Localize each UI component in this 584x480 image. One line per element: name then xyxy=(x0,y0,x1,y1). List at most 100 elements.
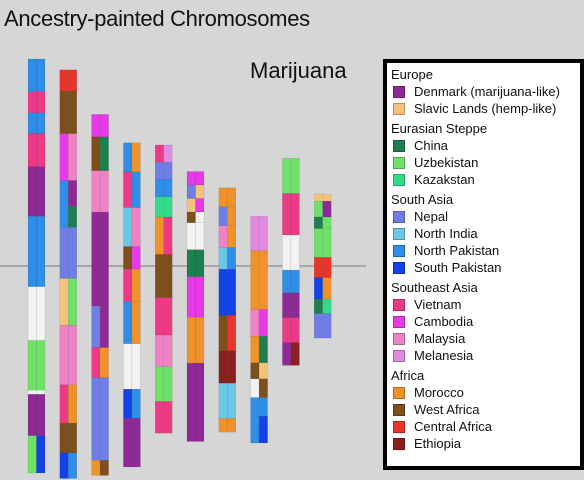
ancestry-segment xyxy=(27,390,37,395)
ancestry-segment xyxy=(131,207,141,247)
ancestry-segment xyxy=(282,342,292,366)
ancestry-segment xyxy=(27,340,37,391)
legend-label: Nepal xyxy=(414,209,448,224)
legend-label: Malaysia xyxy=(414,331,466,346)
legend-label: Slavic Lands (hemp-like) xyxy=(414,101,557,116)
ancestry-segment xyxy=(99,211,109,307)
ancestry-segment xyxy=(218,187,228,208)
ancestry-segment xyxy=(186,198,196,213)
ancestry-segment xyxy=(123,418,133,468)
ancestry-segment xyxy=(68,205,78,228)
ancestry-segment xyxy=(227,269,237,316)
ancestry-segment xyxy=(68,384,78,424)
legend-group-southeast-asia: Southeast Asia Vietnam Cambodia Malaysia Mel… xyxy=(387,279,580,364)
ancestry-segment xyxy=(68,422,78,454)
legend-swatch xyxy=(393,332,405,345)
legend-item: West Africa xyxy=(387,401,580,418)
legend-item: North India xyxy=(387,225,580,242)
legend-item: Central Africa xyxy=(387,418,580,435)
ancestry-segment xyxy=(154,334,164,368)
ancestry-segment xyxy=(290,342,300,366)
ancestry-segment xyxy=(186,317,196,364)
legend-item: Uzbekistan xyxy=(387,154,580,171)
ancestry-segment xyxy=(163,297,173,336)
ancestry-segment xyxy=(227,206,237,227)
ancestry-segment xyxy=(282,234,292,271)
chromosome-9 xyxy=(282,158,300,366)
ancestry-segment xyxy=(131,171,141,208)
ancestry-segment xyxy=(131,388,141,419)
ancestry-segment xyxy=(131,246,141,270)
legend-label: Ethiopia xyxy=(414,436,461,451)
ancestry-segment xyxy=(250,309,260,337)
ancestry-segment xyxy=(123,301,133,345)
ancestry-segment xyxy=(27,394,37,436)
chromosome-3 xyxy=(91,114,109,476)
ancestry-segment xyxy=(27,58,37,93)
ancestry-segment xyxy=(314,200,323,218)
ancestry-segment xyxy=(227,383,237,419)
legend-group-africa: Africa Morocco West Africa Central Africa Et… xyxy=(387,367,580,452)
ancestry-segment xyxy=(258,250,268,310)
legend: Europe Denmark (marijuana-like) Slavic Lan… xyxy=(383,59,584,470)
ancestry-segment xyxy=(123,207,133,247)
legend-swatch xyxy=(393,349,405,362)
legend-label: Central Africa xyxy=(414,419,493,434)
ancestry-segment xyxy=(282,317,292,343)
ancestry-segment xyxy=(68,180,78,207)
ancestry-segment xyxy=(186,362,196,442)
ancestry-segment xyxy=(163,254,173,298)
ancestry-segment xyxy=(290,317,300,343)
ancestry-segment xyxy=(91,211,101,307)
chromosome-4 xyxy=(123,142,141,468)
legend-item: Morocco xyxy=(387,384,580,401)
ancestry-segment xyxy=(282,292,292,318)
ancestry-segment xyxy=(68,278,78,326)
ancestry-segment xyxy=(186,184,196,199)
ancestry-segment xyxy=(131,418,141,468)
ancestry-segment xyxy=(258,362,268,380)
legend-swatch xyxy=(393,227,405,240)
ancestry-segment xyxy=(163,162,173,180)
ancestry-segment xyxy=(68,452,78,479)
ancestry-segment xyxy=(163,196,173,218)
ancestry-segment xyxy=(290,292,300,318)
legend-swatch xyxy=(393,315,405,328)
legend-group-south-asia: South Asia Nepal North India North Pakistan… xyxy=(387,191,580,276)
ancestry-segment xyxy=(99,170,109,213)
ancestry-segment xyxy=(290,193,300,236)
ancestry-segment xyxy=(123,171,133,208)
ancestry-segment xyxy=(258,336,268,364)
ancestry-segment xyxy=(99,347,109,378)
ancestry-segment xyxy=(59,90,69,134)
ancestry-segment xyxy=(282,193,292,236)
ancestry-segment xyxy=(314,193,323,202)
ancestry-segment xyxy=(36,216,46,287)
ancestry-segment xyxy=(322,216,332,229)
ancestry-segment xyxy=(59,133,69,181)
legend-item: Vietnam xyxy=(387,296,580,313)
ancestry-segment xyxy=(91,305,101,348)
page-title: Ancestry-painted Chromosomes xyxy=(4,6,310,31)
ancestry-segment xyxy=(163,216,173,255)
ancestry-segment xyxy=(36,435,46,474)
ancestry-segment xyxy=(36,91,46,114)
ancestry-segment xyxy=(250,250,260,310)
legend-label: North India xyxy=(414,226,478,241)
legend-label: Melanesia xyxy=(414,348,474,363)
ancestry-segment xyxy=(123,388,133,419)
legend-label: Denmark (marijuana-like) xyxy=(414,84,560,99)
legend-swatch xyxy=(393,403,405,416)
legend-label: Kazakstan xyxy=(414,172,475,187)
ancestry-segment xyxy=(36,394,46,436)
ancestry-segment xyxy=(59,422,69,454)
ancestry-segment xyxy=(250,215,260,251)
ancestry-segment xyxy=(322,298,332,314)
ancestry-segment xyxy=(314,257,323,278)
legend-item: Denmark (marijuana-like) xyxy=(387,83,580,100)
ancestry-segment xyxy=(227,315,237,351)
chromosome-5 xyxy=(154,144,173,434)
ancestry-segment xyxy=(322,228,332,258)
ancestry-segment xyxy=(123,142,133,173)
legend-label: China xyxy=(414,138,448,153)
